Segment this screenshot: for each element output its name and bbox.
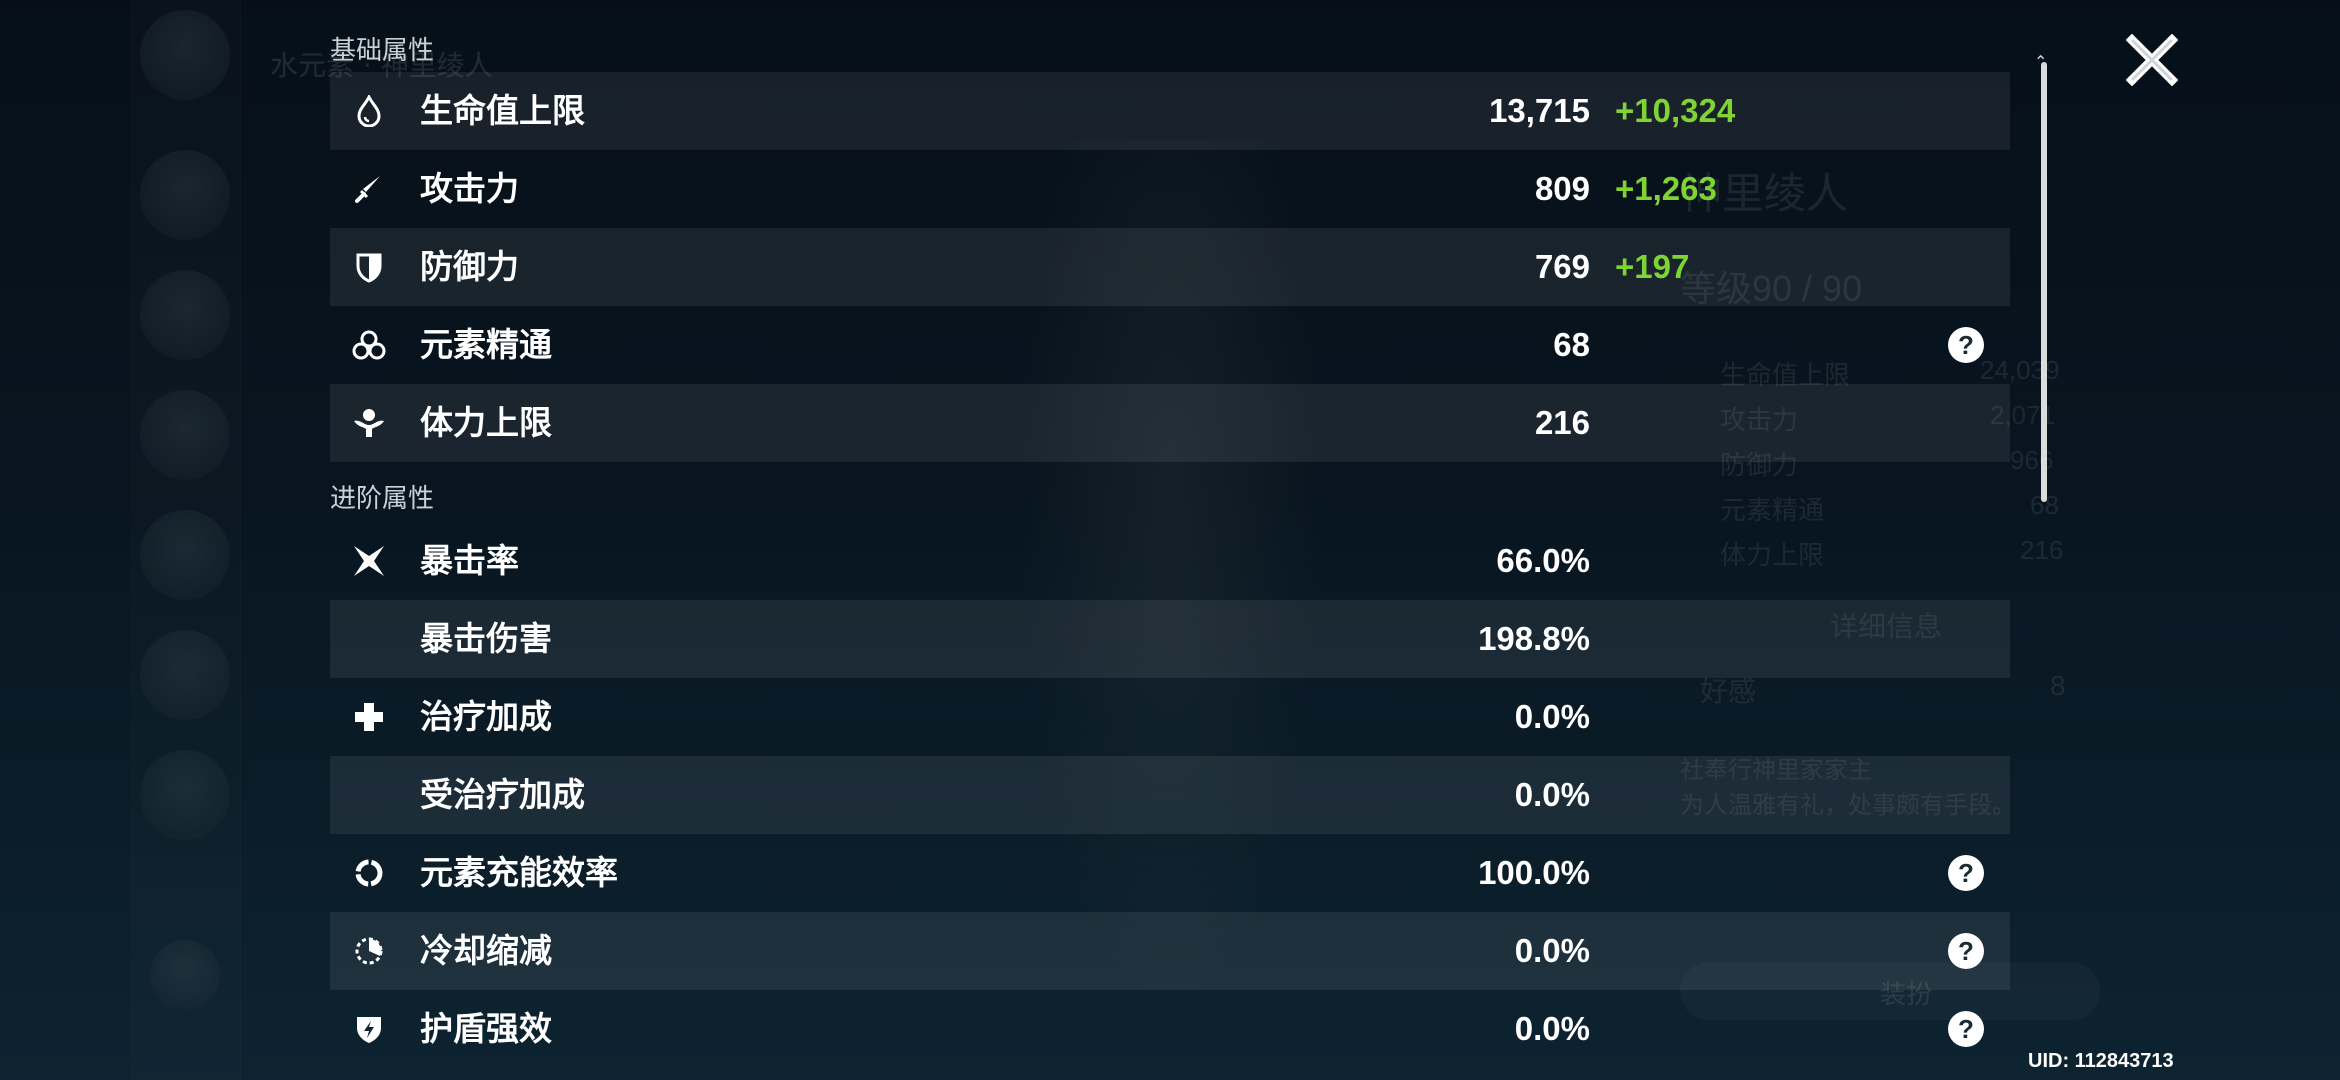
character-avatar (140, 630, 230, 720)
element-emblem (140, 10, 230, 100)
sword-icon (352, 172, 386, 206)
stat-row-cd-reduction: 冷却缩减 0.0% ? (330, 912, 2010, 990)
stat-value: 0.0% (1514, 932, 1590, 969)
help-button[interactable]: ? (1948, 933, 1984, 969)
stat-bonus: +10,324 (1615, 92, 1736, 129)
stat-label: 护盾强效 (420, 1009, 552, 1048)
stat-row-em: 元素精通 68 ? (330, 306, 2010, 384)
crit-rate-icon (352, 544, 386, 578)
stat-row-crit-dmg: 暴击伤害 198.8% (330, 600, 2010, 678)
stat-value: 0.0% (1514, 698, 1590, 735)
shield-icon (352, 250, 386, 284)
cooldown-icon (352, 934, 386, 968)
close-button[interactable] (2125, 33, 2179, 87)
stat-row-healing-bonus: 治疗加成 0.0% (330, 678, 2010, 756)
energy-recharge-icon (352, 856, 386, 890)
stat-value: 13,715 (1489, 92, 1590, 129)
stat-bonus: +197 (1615, 248, 1690, 285)
stat-label: 元素充能效率 (420, 853, 618, 892)
stat-value: 769 (1534, 248, 1590, 285)
stat-row-shield-strength: 护盾强效 0.0% ? (330, 990, 2010, 1068)
stat-label: 防御力 (420, 247, 519, 286)
section-title-advanced: 进阶属性 (330, 484, 435, 514)
character-avatar (140, 150, 230, 240)
scrollbar-thumb[interactable] (2041, 62, 2047, 502)
stat-label: 暴击伤害 (420, 619, 552, 658)
stat-label: 受治疗加成 (420, 775, 585, 814)
section-title-base: 基础属性 (330, 36, 435, 66)
stat-label: 元素精通 (420, 325, 552, 364)
character-sidebar (130, 0, 241, 1080)
stat-label: 冷却缩减 (420, 931, 552, 970)
close-icon (2125, 33, 2179, 87)
stat-label: 攻击力 (420, 169, 519, 208)
stat-label: 暴击率 (420, 541, 519, 580)
stat-label: 体力上限 (420, 403, 552, 442)
uid-label: UID: 112843713 (2028, 1050, 2174, 1072)
stat-value: 0.0% (1514, 1010, 1590, 1047)
stat-value: 66.0% (1496, 542, 1590, 579)
drop-icon (352, 94, 386, 128)
stat-row-crit-rate: 暴击率 66.0% (330, 522, 2010, 600)
stat-value: 198.8% (1478, 620, 1590, 657)
help-button[interactable]: ? (1948, 327, 1984, 363)
stat-row-energy-recharge: 元素充能效率 100.0% ? (330, 834, 2010, 912)
stat-value: 809 (1534, 170, 1590, 207)
summary-stat-value: 216 (2020, 535, 2064, 565)
stat-value: 68 (1553, 326, 1590, 363)
help-button[interactable]: ? (1948, 1011, 1984, 1047)
character-avatar (140, 750, 230, 840)
stat-label: 生命值上限 (420, 91, 585, 130)
stat-row-incoming-healing: 受治疗加成 0.0% (330, 756, 2010, 834)
stat-row-stamina: 体力上限 216 (330, 384, 2010, 462)
stat-value: 0.0% (1514, 776, 1590, 813)
stat-label: 治疗加成 (420, 697, 552, 736)
shield-strength-icon (352, 1012, 386, 1046)
stat-bonus: +1,263 (1615, 170, 1717, 207)
friendship-value: 8 (2050, 670, 2066, 701)
character-avatar (140, 270, 230, 360)
stat-value: 216 (1534, 404, 1590, 441)
stat-row-hp: 生命值上限 13,715 +10,324 (330, 72, 2010, 150)
elemental-mastery-icon (352, 328, 386, 362)
stat-row-def: 防御力 769 +197 (330, 228, 2010, 306)
character-avatar (140, 390, 230, 480)
help-button[interactable]: ? (1948, 855, 1984, 891)
stat-row-atk: 攻击力 809 +1,263 (330, 150, 2010, 228)
grid-menu-icon (150, 940, 220, 1010)
stamina-icon (352, 406, 386, 440)
stat-value: 100.0% (1478, 854, 1590, 891)
character-avatar (140, 510, 230, 600)
heal-cross-icon (352, 700, 386, 734)
